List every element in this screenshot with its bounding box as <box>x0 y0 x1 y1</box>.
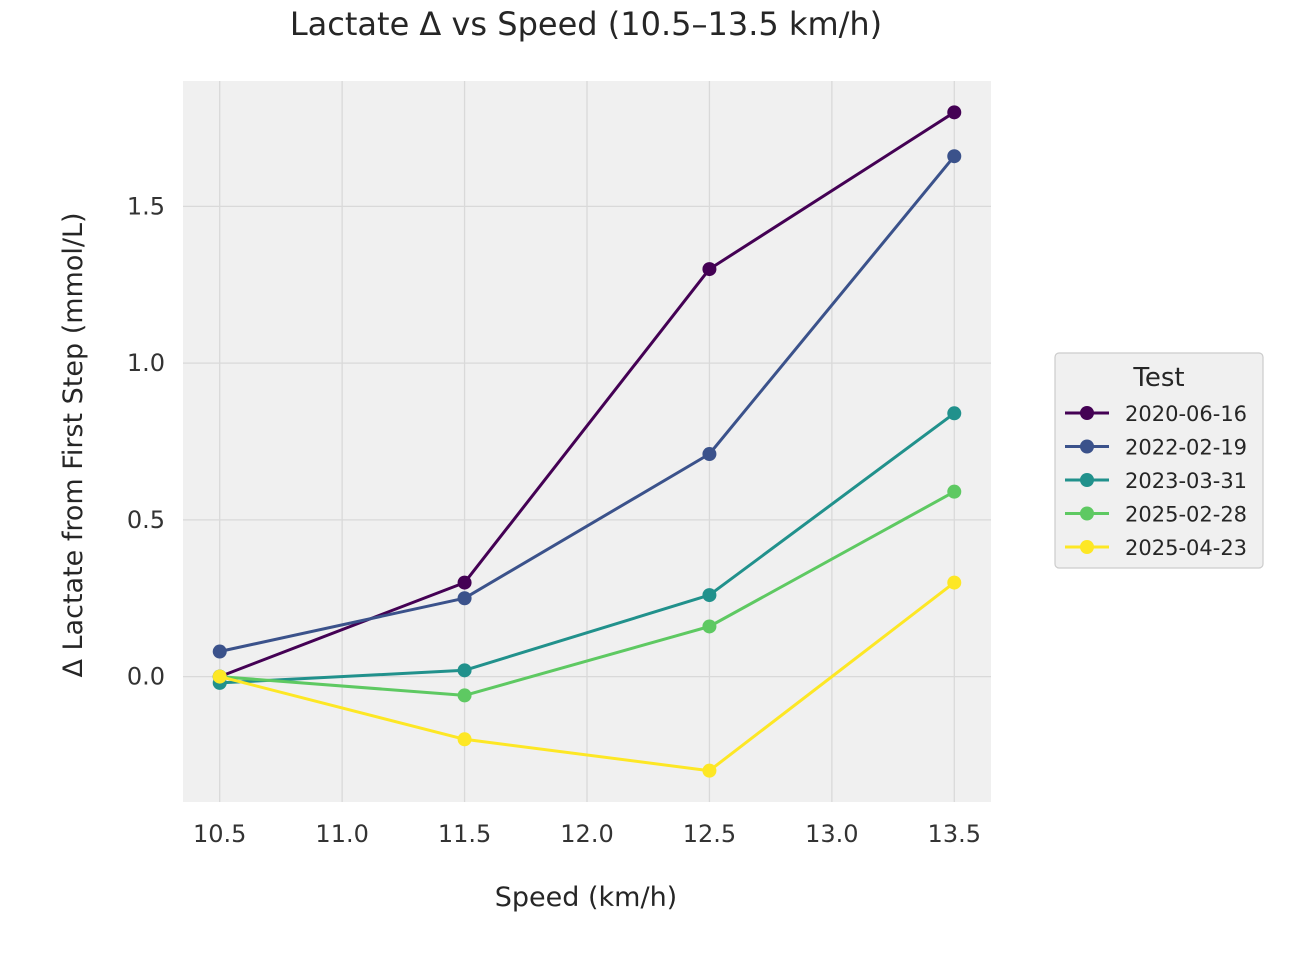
legend-swatch-marker <box>1080 439 1094 454</box>
legend-label: 2022-02-19 <box>1125 436 1247 460</box>
legend-label: 2020-06-16 <box>1125 402 1247 426</box>
series-2025-04-23 <box>212 575 962 778</box>
series-line <box>219 155 956 653</box>
data-point <box>702 763 717 778</box>
data-point <box>947 484 962 499</box>
series-line <box>219 111 956 679</box>
legend-label: 2025-02-28 <box>1125 503 1247 527</box>
data-point <box>457 688 472 703</box>
series-line <box>219 412 956 685</box>
legend-entry: 2020-06-16 <box>1065 402 1247 426</box>
x-tick-label: 13.5 <box>928 820 981 848</box>
series-layer <box>212 105 962 778</box>
chart-title: Lactate Δ vs Speed (10.5–13.5 km/h) <box>290 5 882 43</box>
data-point <box>702 447 717 462</box>
legend-entry: 2025-02-28 <box>1065 503 1247 527</box>
data-point <box>947 575 962 590</box>
data-point <box>457 732 472 747</box>
y-tick-label: 1.5 <box>127 192 165 220</box>
legend-swatch-marker <box>1080 406 1094 420</box>
x-tick-label: 11.0 <box>315 820 368 848</box>
legend-swatch-marker <box>1080 473 1094 487</box>
data-point <box>947 149 962 164</box>
data-point <box>212 669 227 684</box>
legend-swatch-marker <box>1080 506 1094 521</box>
legend: Test 2020-06-16 2022-02-19 2023-03-31 2025-… <box>1054 352 1264 569</box>
y-tick-label: 0.0 <box>127 663 165 691</box>
data-point <box>702 588 717 603</box>
data-point <box>457 591 472 606</box>
legend-entry: 2022-02-19 <box>1065 436 1247 460</box>
series-line <box>219 490 956 697</box>
x-tick-label: 10.5 <box>193 820 246 848</box>
x-tick-label: 13.0 <box>805 820 858 848</box>
legend-swatch-marker <box>1080 540 1094 554</box>
x-axis-label: Speed (km/h) <box>495 882 677 913</box>
series-2022-02-19 <box>212 149 962 659</box>
series-line <box>219 581 956 773</box>
data-point <box>947 105 962 120</box>
data-point <box>457 575 472 590</box>
data-point <box>702 619 717 634</box>
x-tick-labels: 10.5 11.0 11.5 12.0 12.5 13.0 13.5 <box>193 820 981 848</box>
x-tick-label: 12.0 <box>560 820 613 848</box>
x-tick-label: 12.5 <box>683 820 736 848</box>
data-point <box>947 406 962 421</box>
legend-entry: 2025-04-23 <box>1065 536 1247 560</box>
y-axis-label: Δ Lactate from First Step (mmol/L) <box>58 212 89 677</box>
data-point <box>212 644 227 659</box>
y-tick-labels: 0.0 0.5 1.0 1.5 <box>127 192 165 690</box>
y-tick-label: 1.0 <box>127 349 165 377</box>
legend-label: 2025-04-23 <box>1125 536 1247 560</box>
x-tick-label: 11.5 <box>438 820 491 848</box>
legend-title: Test <box>1132 363 1184 393</box>
legend-label: 2023-03-31 <box>1125 469 1247 493</box>
data-point <box>702 262 717 277</box>
legend-items: 2020-06-16 2022-02-19 2023-03-31 2025-02-28… <box>1065 402 1247 560</box>
y-tick-label: 0.5 <box>127 506 165 534</box>
data-point <box>457 663 472 678</box>
legend-entry: 2023-03-31 <box>1065 469 1247 493</box>
